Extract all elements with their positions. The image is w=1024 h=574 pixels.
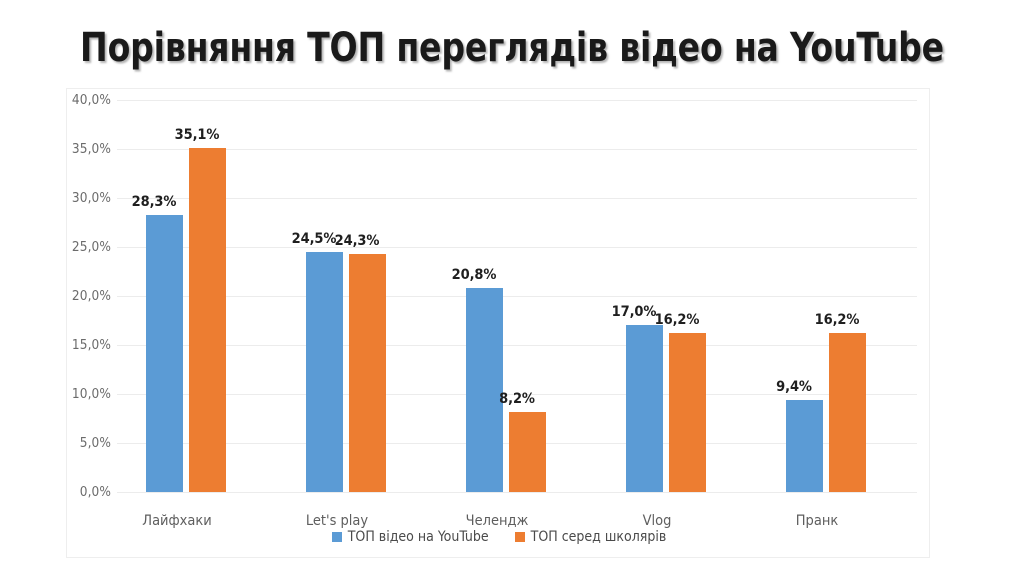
bar[interactable] bbox=[786, 399, 823, 492]
x-axis-category-label: Пранк bbox=[795, 513, 839, 529]
bar-data-label: 16,2% bbox=[814, 312, 860, 329]
gridline bbox=[117, 100, 917, 101]
gridline bbox=[117, 492, 917, 493]
legend-swatch-icon bbox=[514, 532, 525, 542]
legend-swatch-icon bbox=[331, 532, 342, 542]
y-axis-tick-label: 15,0% bbox=[71, 337, 111, 353]
y-axis-tick-label: 25,0% bbox=[71, 239, 111, 255]
bar[interactable] bbox=[509, 411, 546, 492]
bar-data-label: 20,8% bbox=[451, 267, 497, 284]
bar[interactable] bbox=[146, 214, 183, 492]
chart-title: Порівняння ТОП переглядів відео на YouTu… bbox=[80, 25, 944, 71]
bar[interactable] bbox=[669, 333, 706, 492]
gridline bbox=[117, 394, 917, 395]
y-axis-tick-label: 20,0% bbox=[71, 288, 111, 304]
legend-item[interactable]: ТОП відео на YouTube bbox=[331, 529, 489, 545]
bar[interactable] bbox=[829, 333, 866, 492]
gridline bbox=[117, 247, 917, 248]
bar-group: 24,5% 24,3% Let's play bbox=[277, 100, 437, 529]
bar[interactable] bbox=[189, 148, 226, 492]
legend-label: ТОП серед школярів bbox=[530, 529, 667, 545]
bar-data-label: 24,3% bbox=[334, 232, 380, 249]
chart-frame: 0,0% 5,0% 10,0% 15,0% 20,0% 25,0% 30,0% 35,0% 40… bbox=[66, 88, 930, 558]
x-axis-category-label: Vlog bbox=[642, 513, 672, 529]
legend-label: ТОП відео на YouTube bbox=[347, 529, 489, 545]
x-axis-category-label: Челендж bbox=[465, 513, 529, 529]
bar[interactable] bbox=[349, 253, 386, 492]
chart-legend: ТОП відео на YouTube ТОП серед школярів bbox=[67, 529, 931, 545]
bar-data-label: 24,5% bbox=[291, 230, 337, 247]
bar-data-label: 17,0% bbox=[611, 304, 657, 321]
gridline bbox=[117, 149, 917, 150]
bar-group: 17,0% 16,2% Vlog bbox=[597, 100, 757, 529]
bar-data-label: 35,1% bbox=[174, 127, 220, 144]
bar-group: 20,8% 8,2% Челендж bbox=[437, 100, 597, 529]
y-axis-tick-label: 5,0% bbox=[79, 435, 111, 451]
bar-group: 28,3% 35,1% Лайфхаки bbox=[117, 100, 277, 529]
y-axis-tick-label: 10,0% bbox=[71, 386, 111, 402]
gridline bbox=[117, 198, 917, 199]
gridline bbox=[117, 345, 917, 346]
legend-item[interactable]: ТОП серед школярів bbox=[514, 529, 667, 545]
x-axis-category-label: Лайфхаки bbox=[142, 513, 212, 529]
x-axis-category-label: Let's play bbox=[305, 513, 369, 529]
y-axis-tick-label: 30,0% bbox=[71, 190, 111, 206]
y-axis-tick-label: 35,0% bbox=[71, 141, 111, 157]
y-axis-tick-label: 0,0% bbox=[79, 484, 111, 500]
bar-data-label: 16,2% bbox=[654, 312, 700, 329]
plot-area: 0,0% 5,0% 10,0% 15,0% 20,0% 25,0% 30,0% 35,0% 40… bbox=[72, 92, 917, 529]
bar-data-label: 28,3% bbox=[131, 193, 177, 210]
bar-data-label: 8,2% bbox=[499, 390, 535, 407]
bar[interactable] bbox=[306, 251, 343, 492]
bar-data-label: 9,4% bbox=[776, 378, 812, 395]
bar[interactable] bbox=[466, 288, 503, 492]
bar-group: 9,4% 16,2% Пранк bbox=[757, 100, 917, 529]
y-axis-tick-label: 40,0% bbox=[71, 92, 111, 108]
bar[interactable] bbox=[626, 325, 663, 492]
gridline bbox=[117, 296, 917, 297]
bar-series-container: 28,3% 35,1% Лайфхаки 24,5% 24,3% Let's play 20… bbox=[117, 100, 917, 529]
